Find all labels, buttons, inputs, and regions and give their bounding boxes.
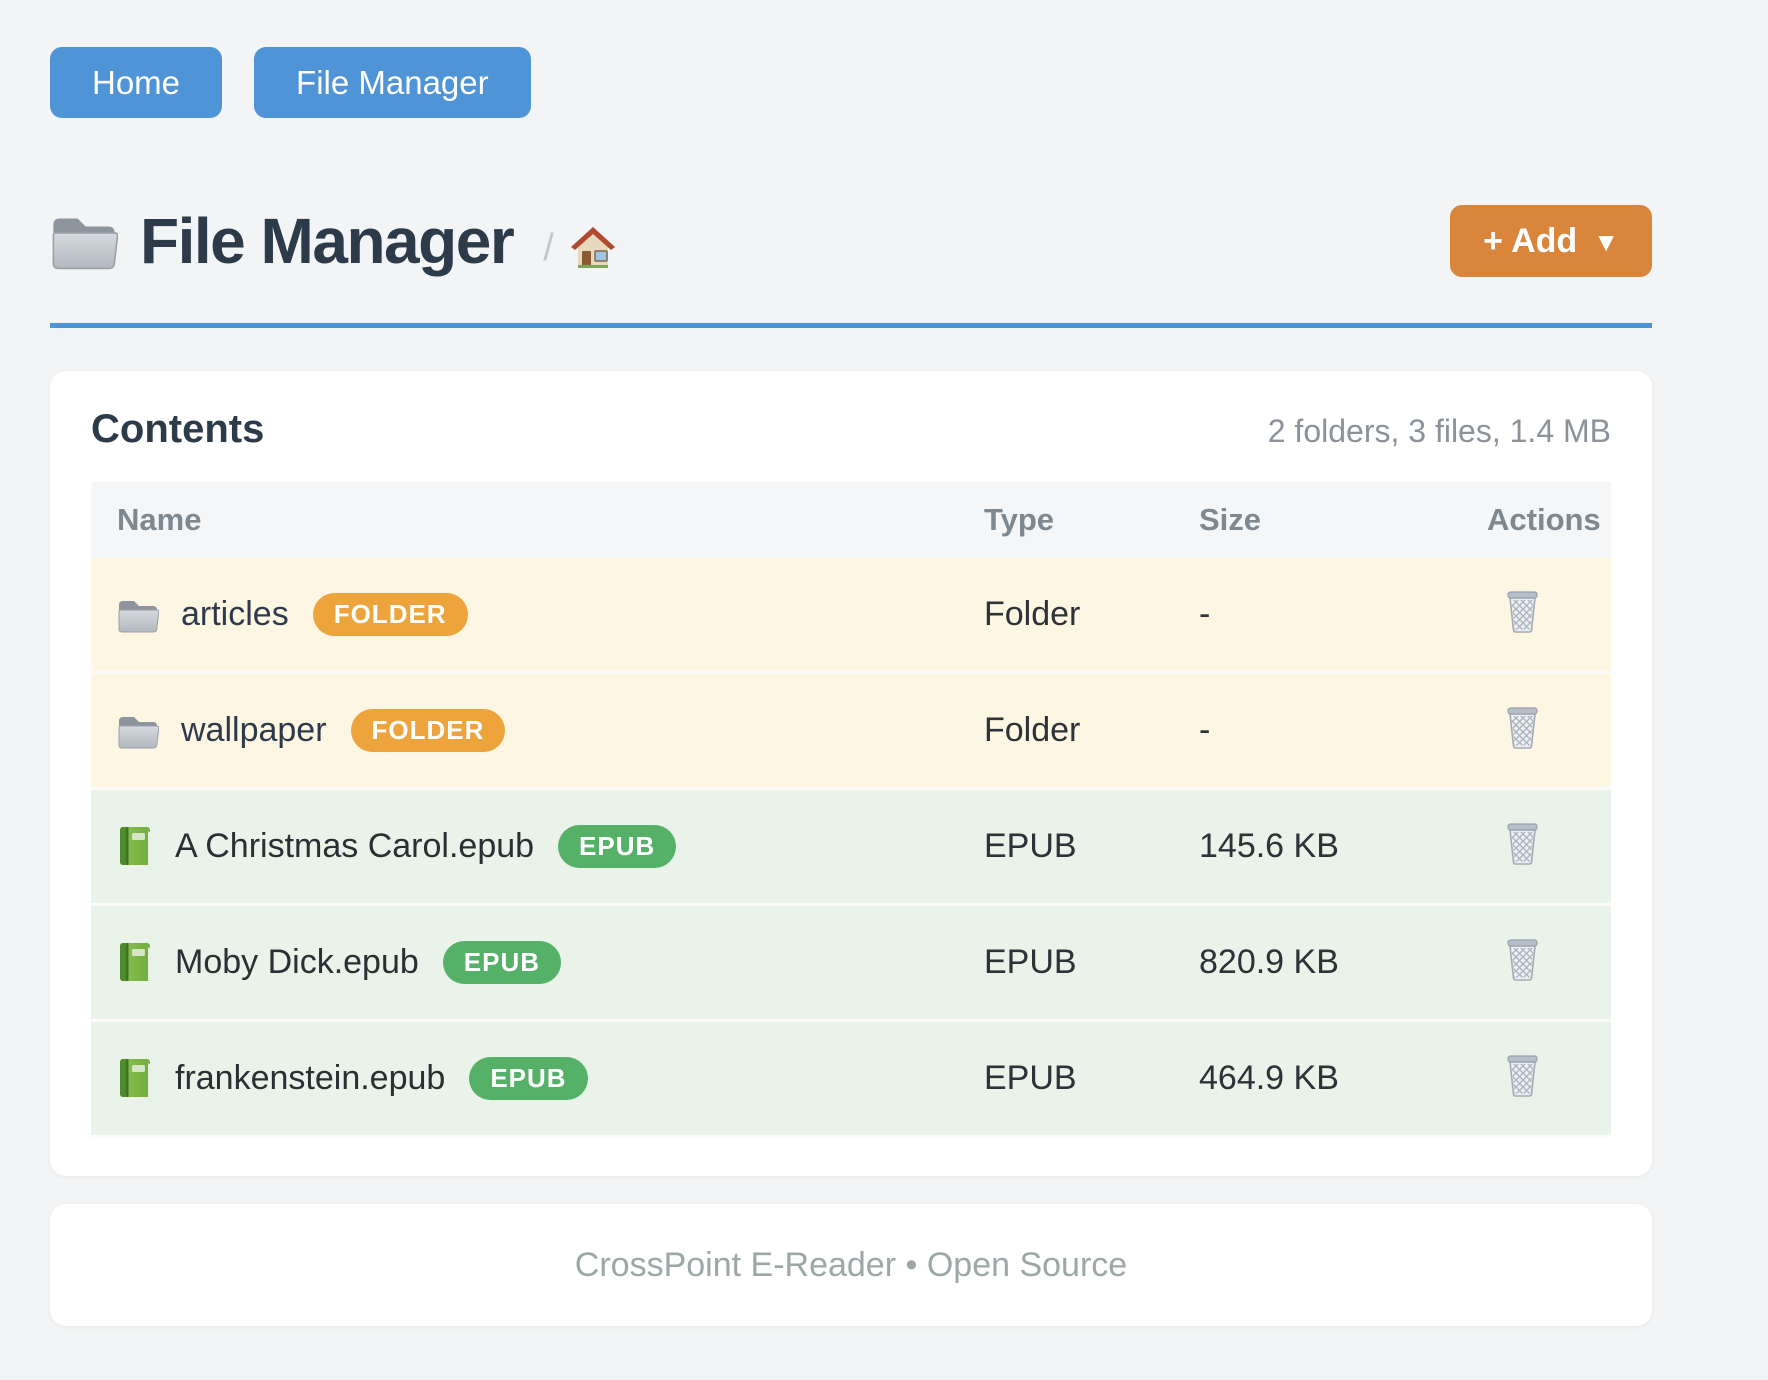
delete-button[interactable] bbox=[1502, 1052, 1543, 1097]
title-divider bbox=[50, 323, 1652, 328]
file-name-link[interactable]: frankenstein.epub bbox=[175, 1059, 446, 1097]
file-name-link[interactable]: articles bbox=[181, 595, 289, 633]
size-cell: - bbox=[1173, 558, 1461, 674]
type-badge: FOLDER bbox=[350, 709, 506, 752]
nav-file-manager-button[interactable]: File Manager bbox=[254, 47, 531, 118]
name-cell: frankenstein.epub EPUB bbox=[91, 1020, 958, 1138]
chevron-down-icon: ▼ bbox=[1593, 226, 1619, 257]
add-button-label: + Add bbox=[1483, 221, 1578, 260]
page-header: File Manager / + Add ▼ bbox=[50, 192, 1652, 290]
type-cell: EPUB bbox=[958, 904, 1173, 1022]
column-header-type: Type bbox=[958, 482, 1173, 558]
column-header-size: Size bbox=[1173, 482, 1461, 558]
actions-cell bbox=[1461, 672, 1611, 790]
top-nav: Home File Manager bbox=[50, 0, 1652, 118]
table-header-row: Name Type Size Actions bbox=[91, 482, 1611, 558]
size-cell: 145.6 KB bbox=[1173, 788, 1461, 906]
footer-card: CrossPoint E-Reader • Open Source bbox=[50, 1204, 1652, 1326]
folder-icon bbox=[117, 597, 159, 633]
actions-cell bbox=[1461, 558, 1611, 674]
breadcrumb-separator: / bbox=[543, 226, 554, 269]
size-cell: 464.9 KB bbox=[1173, 1020, 1461, 1138]
file-name-link[interactable]: Moby Dick.epub bbox=[175, 943, 419, 981]
trash-icon bbox=[1502, 820, 1543, 865]
type-cell: EPUB bbox=[958, 1020, 1173, 1138]
type-badge: EPUB bbox=[558, 825, 677, 868]
book-icon bbox=[117, 942, 153, 984]
file-table-body: articles FOLDER Folder - wallpaper FOLDE… bbox=[91, 558, 1611, 1138]
table-row[interactable]: Moby Dick.epub EPUB EPUB 820.9 KB bbox=[91, 904, 1611, 1022]
type-cell: EPUB bbox=[958, 788, 1173, 906]
nav-home-button[interactable]: Home bbox=[50, 47, 223, 118]
delete-button[interactable] bbox=[1502, 820, 1543, 865]
table-row[interactable]: wallpaper FOLDER Folder - bbox=[91, 672, 1611, 790]
actions-cell bbox=[1461, 1020, 1611, 1138]
type-badge: EPUB bbox=[469, 1057, 588, 1100]
contents-heading: Contents bbox=[91, 407, 265, 451]
book-icon bbox=[117, 826, 153, 868]
trash-icon bbox=[1502, 936, 1543, 981]
page-title: File Manager bbox=[140, 205, 515, 277]
delete-button[interactable] bbox=[1502, 936, 1543, 981]
name-cell: wallpaper FOLDER bbox=[91, 672, 958, 790]
trash-icon bbox=[1502, 704, 1543, 749]
size-cell: - bbox=[1173, 672, 1461, 790]
column-header-name: Name bbox=[91, 482, 958, 558]
trash-icon bbox=[1502, 588, 1543, 633]
contents-summary: 2 folders, 3 files, 1.4 MB bbox=[1267, 413, 1611, 449]
type-badge: EPUB bbox=[442, 941, 562, 984]
table-row[interactable]: articles FOLDER Folder - bbox=[91, 558, 1611, 674]
type-badge: FOLDER bbox=[312, 593, 468, 636]
size-cell: 820.9 KB bbox=[1173, 904, 1461, 1022]
footer-text: CrossPoint E-Reader • Open Source bbox=[574, 1245, 1128, 1284]
name-cell: Moby Dick.epub EPUB bbox=[91, 904, 958, 1022]
table-row[interactable]: frankenstein.epub EPUB EPUB 464.9 KB bbox=[91, 1020, 1611, 1138]
name-cell: A Christmas Carol.epub EPUB bbox=[91, 788, 958, 906]
actions-cell bbox=[1461, 904, 1611, 1022]
file-name-link[interactable]: wallpaper bbox=[181, 711, 327, 749]
file-name-link[interactable]: A Christmas Carol.epub bbox=[175, 827, 535, 865]
contents-card: Contents 2 folders, 3 files, 1.4 MB Name… bbox=[50, 371, 1652, 1176]
file-table: Name Type Size Actions articles FOLDER F… bbox=[91, 482, 1611, 1138]
type-cell: Folder bbox=[958, 558, 1173, 674]
type-cell: Folder bbox=[958, 672, 1173, 790]
folder-icon bbox=[50, 212, 118, 270]
trash-icon bbox=[1502, 1052, 1543, 1097]
book-icon bbox=[117, 1058, 153, 1100]
page: Home File Manager File Manager / + Add ▼… bbox=[50, 0, 1652, 1326]
folder-icon bbox=[117, 713, 159, 749]
delete-button[interactable] bbox=[1502, 704, 1543, 749]
home-icon[interactable] bbox=[570, 225, 616, 271]
actions-cell bbox=[1461, 788, 1611, 906]
title-group: File Manager / bbox=[50, 209, 616, 273]
table-row[interactable]: A Christmas Carol.epub EPUB EPUB 145.6 K… bbox=[91, 788, 1611, 906]
delete-button[interactable] bbox=[1502, 588, 1543, 633]
add-button[interactable]: + Add ▼ bbox=[1450, 205, 1652, 277]
name-cell: articles FOLDER bbox=[91, 558, 958, 674]
breadcrumb: / bbox=[543, 225, 616, 271]
column-header-actions: Actions bbox=[1461, 482, 1611, 558]
